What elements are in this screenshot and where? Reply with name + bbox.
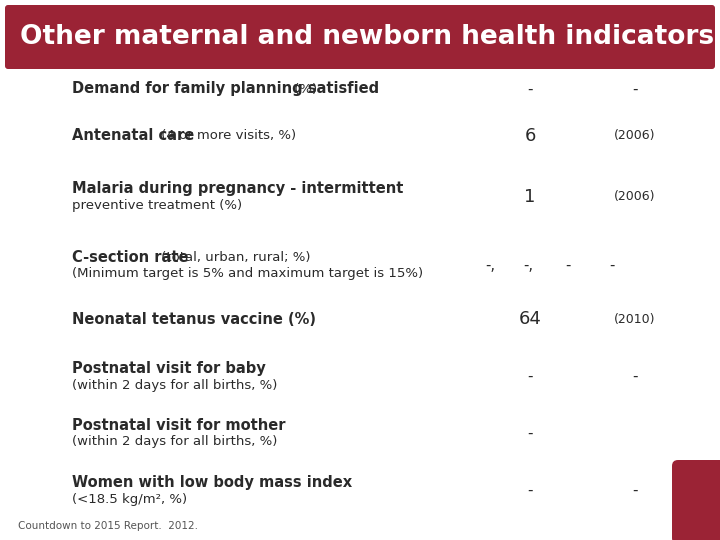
Text: (<18.5 kg/m², %): (<18.5 kg/m², %): [72, 492, 187, 505]
Text: -: -: [527, 426, 533, 441]
Text: Demand for family planning satisfied (%): Demand for family planning satisfied (%): [72, 82, 374, 97]
Text: -: -: [632, 82, 638, 97]
Text: (within 2 days for all births, %): (within 2 days for all births, %): [72, 435, 277, 449]
Text: (2010): (2010): [614, 313, 656, 326]
Text: -: -: [527, 483, 533, 498]
Text: Malaria during pregnancy - intermittent: Malaria during pregnancy - intermittent: [72, 180, 403, 195]
Text: -: -: [632, 369, 638, 384]
Text: (2006): (2006): [614, 130, 656, 143]
Text: Neonatal tetanus vaccine (%): Neonatal tetanus vaccine (%): [72, 312, 316, 327]
Text: -: -: [527, 369, 533, 384]
FancyBboxPatch shape: [672, 460, 720, 540]
Text: -: -: [565, 258, 571, 273]
Text: -: -: [609, 258, 615, 273]
Text: C-section rate (total, urban, rural; %): C-section rate (total, urban, rural; %): [72, 249, 344, 265]
FancyBboxPatch shape: [5, 5, 715, 69]
Text: (%): (%): [289, 83, 317, 96]
Text: 1: 1: [524, 187, 536, 206]
Text: Countdown to 2015 Report.  2012.: Countdown to 2015 Report. 2012.: [18, 521, 198, 531]
Text: Postnatal visit for mother: Postnatal visit for mother: [72, 417, 286, 433]
Text: C-section rate: C-section rate: [72, 249, 189, 265]
Text: -,: -,: [485, 258, 495, 273]
Text: 6: 6: [524, 127, 536, 145]
Text: Women with low body mass index: Women with low body mass index: [72, 475, 352, 489]
Text: (2006): (2006): [614, 190, 656, 203]
Text: Antenatal care (4 or more visits, %): Antenatal care (4 or more visits, %): [72, 129, 333, 144]
Text: (within 2 days for all births, %): (within 2 days for all births, %): [72, 379, 277, 392]
Text: (4 or more visits, %): (4 or more visits, %): [157, 130, 296, 143]
Text: (total, urban, rural; %): (total, urban, rural; %): [157, 251, 310, 264]
Text: Demand for family planning satisfied: Demand for family planning satisfied: [72, 82, 379, 97]
Text: 64: 64: [518, 310, 541, 328]
Text: Postnatal visit for baby: Postnatal visit for baby: [72, 361, 266, 375]
Text: -,: -,: [523, 258, 533, 273]
Text: Other maternal and newborn health indicators: Other maternal and newborn health indica…: [20, 24, 714, 50]
Text: -: -: [527, 82, 533, 97]
Text: -: -: [632, 483, 638, 498]
Text: (Minimum target is 5% and maximum target is 15%): (Minimum target is 5% and maximum target…: [72, 267, 423, 280]
Text: Antenatal care: Antenatal care: [72, 129, 194, 144]
Text: preventive treatment (%): preventive treatment (%): [72, 199, 242, 212]
